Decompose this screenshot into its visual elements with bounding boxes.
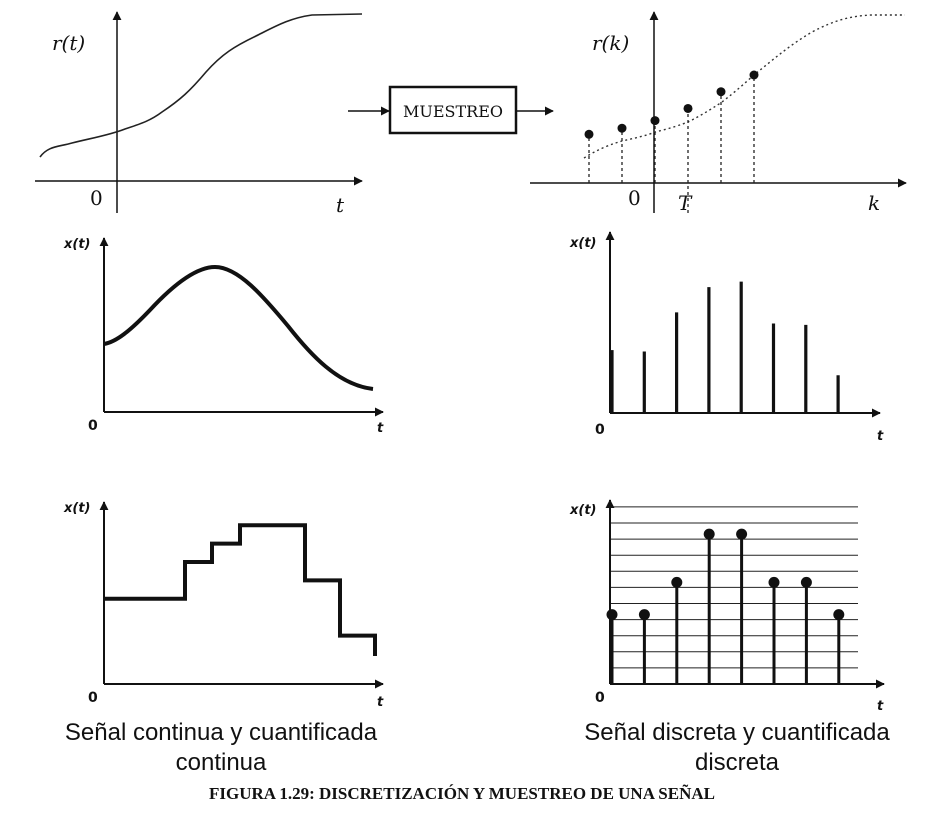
caption-right-line1: Señal discreta y cuantificada [584, 719, 890, 746]
panel-digital-dot [703, 528, 715, 540]
panel-discrete-origin: 0 [595, 422, 605, 438]
panel-digital: x(t) 0 t [569, 499, 885, 714]
panel-digital-y-label: x(t) [569, 503, 596, 518]
panel-continuous-x-label: t [377, 421, 384, 436]
top-left-origin-label: 0 [90, 186, 103, 210]
panel-digital-dot [768, 576, 780, 588]
top-right-samples [584, 70, 759, 213]
sampler-block: MUESTREO [348, 85, 554, 135]
panel-digital-dot [736, 528, 748, 540]
panel-digital-dot [638, 609, 650, 621]
panel-quantized-staircase [104, 523, 377, 656]
panel-digital-dot [833, 609, 845, 621]
panel-discrete-samples [610, 281, 840, 413]
top-left-plot: r(t) 0 t [35, 11, 363, 217]
top-right-sample-dot [716, 87, 726, 97]
top-right-sample-dot [683, 103, 693, 113]
top-right-y-label: r(k) [592, 31, 629, 55]
caption-left-line2: continua [176, 749, 267, 776]
panel-continuous: x(t) 0 t [63, 237, 384, 436]
top-right-x-label: k [868, 191, 880, 215]
panel-digital-dot [800, 576, 812, 588]
panel-continuous-origin: 0 [88, 418, 98, 434]
top-right-sample-dot [617, 123, 627, 133]
top-left-y-label: r(t) [52, 31, 85, 55]
top-right-plot: r(k) 0 T k [530, 11, 907, 215]
panel-digital-dot [671, 576, 683, 588]
caption-right-line2: discreta [695, 749, 780, 776]
panel-digital-dot [606, 609, 618, 621]
top-left-x-label: t [336, 193, 345, 217]
top-right-envelope [583, 14, 905, 159]
top-right-origin-label: 0 [628, 186, 641, 210]
panel-continuous-y-label: x(t) [63, 237, 90, 252]
panel-discrete-x-label: t [877, 429, 884, 444]
top-right-sample-dot [749, 70, 759, 80]
panel-digital-samples [606, 528, 845, 684]
sampler-label: MUESTREO [403, 102, 503, 121]
panel-digital-grid [610, 506, 858, 685]
panel-digital-x-label: t [877, 699, 884, 714]
panel-discrete: x(t) 0 t [569, 231, 884, 444]
top-right-period-label: T [678, 191, 693, 215]
top-right-sample-dot [584, 129, 594, 139]
top-left-signal-curve [39, 13, 363, 158]
panel-quantized-origin: 0 [88, 690, 98, 706]
panel-discrete-y-label: x(t) [569, 236, 596, 251]
top-right-sample-dot [650, 116, 660, 126]
caption-left-line1: Señal continua y cuantificada [65, 719, 378, 746]
panel-quantized-y-label: x(t) [63, 501, 90, 516]
panel-quantized-x-label: t [377, 695, 384, 710]
panel-continuous-curve [103, 264, 374, 391]
figure-title: FIGURA 1.29: DISCRETIZACIÓN Y MUESTREO D… [209, 784, 715, 803]
sampler-box [388, 85, 518, 135]
panel-digital-origin: 0 [595, 690, 605, 706]
panel-quantized: x(t) 0 t [63, 501, 384, 710]
